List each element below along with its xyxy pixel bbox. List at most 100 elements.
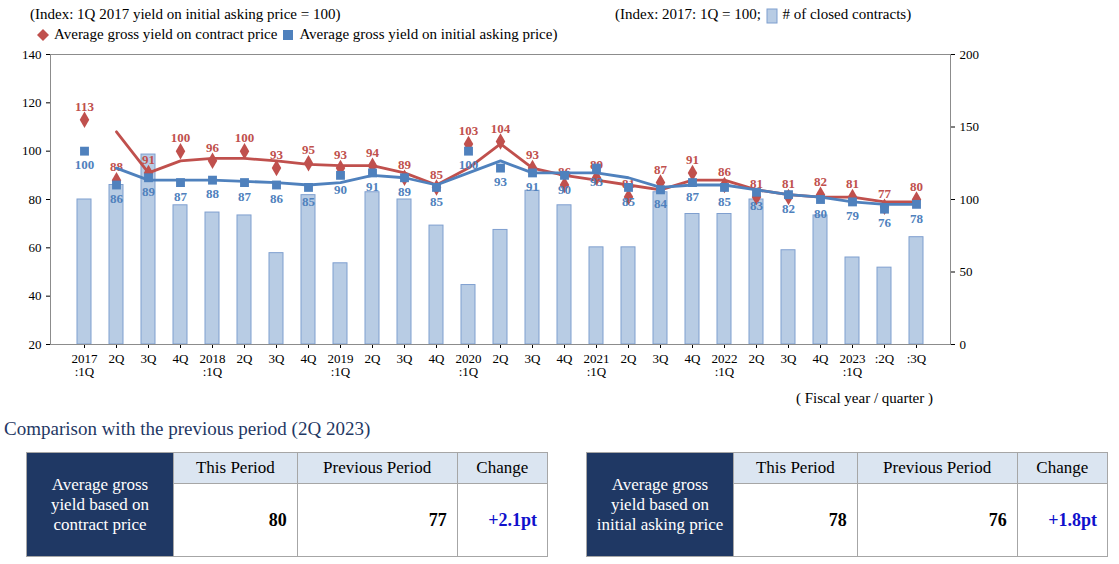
html-text:This Period: This Period: [195, 458, 275, 477]
html-text:Previous Period: Previous Period: [323, 458, 432, 477]
svg-text:20: 20: [29, 337, 42, 352]
svg-text:80: 80: [29, 192, 42, 207]
svg-text:2022:1Q: 2022:1Q: [712, 351, 738, 379]
svg-text:4Q: 4Q: [173, 351, 190, 366]
svg-text:4Q: 4Q: [557, 351, 574, 366]
svg-text:91: 91: [142, 152, 155, 167]
svg-text:95: 95: [302, 142, 316, 157]
svg-text:100: 100: [22, 143, 42, 158]
svg-text:140: 140: [22, 47, 42, 62]
svg-text:2018:1Q: 2018:1Q: [200, 351, 226, 379]
svg-text:2017:1Q: 2017:1Q: [72, 351, 99, 379]
svg-text:87: 87: [654, 162, 668, 177]
svg-text:86: 86: [110, 191, 124, 206]
svg-text:86: 86: [270, 191, 284, 206]
svg-text:2Q: 2Q: [493, 351, 510, 366]
svg-text:40: 40: [29, 288, 42, 303]
svg-text:87: 87: [686, 189, 700, 204]
svg-text:86: 86: [718, 164, 732, 179]
svg-text:96: 96: [206, 140, 220, 155]
svg-text:0: 0: [960, 337, 967, 352]
svg-text:3Q: 3Q: [653, 351, 670, 366]
svg-text:93: 93: [494, 174, 508, 189]
svg-text:87: 87: [174, 189, 188, 204]
svg-text:2023:1Q: 2023:1Q: [840, 351, 866, 379]
svg-text:2Q: 2Q: [621, 351, 638, 366]
svg-text:3Q: 3Q: [397, 351, 414, 366]
svg-text:81: 81: [782, 176, 795, 191]
svg-text:89: 89: [590, 157, 604, 172]
svg-text:83: 83: [750, 198, 764, 213]
svg-text:85: 85: [622, 194, 636, 209]
svg-text:120: 120: [22, 95, 42, 110]
svg-text:85: 85: [302, 194, 316, 209]
svg-text:4Q: 4Q: [685, 351, 702, 366]
html-text:77: 77: [428, 509, 447, 530]
svg-text:2019:1Q: 2019:1Q: [328, 351, 354, 379]
svg-text:76: 76: [878, 215, 892, 230]
html-text:Average gross yield based on c: Average gross yield based on contract pr…: [50, 474, 150, 534]
svg-text:80: 80: [910, 179, 923, 194]
svg-text:93: 93: [526, 147, 540, 162]
svg-text:2Q: 2Q: [109, 351, 126, 366]
svg-text:150: 150: [960, 119, 980, 134]
html-text:Comparison with the previous p: Comparison with the previous period (2Q …: [4, 418, 371, 439]
html-text:Average gross yield based on i: Average gross yield based on initial ask…: [596, 474, 724, 534]
svg-text:104: 104: [491, 121, 511, 136]
svg-text:91: 91: [366, 179, 379, 194]
svg-text::3Q: :3Q: [907, 351, 927, 366]
svg-text:79: 79: [846, 208, 860, 223]
svg-text:100: 100: [75, 157, 95, 172]
svg-text:3Q: 3Q: [525, 351, 542, 366]
svg-text:2020:1Q: 2020:1Q: [456, 351, 482, 379]
svg-text:89: 89: [398, 157, 412, 172]
svg-text:2Q: 2Q: [749, 351, 766, 366]
svg-text:4Q: 4Q: [813, 351, 830, 366]
html-text:+1.8pt: +1.8pt: [1048, 509, 1097, 530]
svg-text:3Q: 3Q: [141, 351, 158, 366]
svg-text:87: 87: [238, 189, 252, 204]
svg-text:113: 113: [75, 99, 94, 114]
svg-text:94: 94: [366, 145, 380, 160]
svg-text::2Q: :2Q: [875, 351, 895, 366]
svg-text:85: 85: [430, 167, 444, 182]
svg-text:77: 77: [878, 186, 892, 201]
html-text:This Period: This Period: [755, 458, 835, 477]
svg-text:82: 82: [814, 174, 827, 189]
html-text:+2.1pt: +2.1pt: [488, 509, 537, 530]
svg-text:91: 91: [686, 152, 699, 167]
svg-text:89: 89: [142, 184, 156, 199]
svg-text:89: 89: [398, 184, 412, 199]
svg-text:103: 103: [459, 123, 479, 138]
svg-text:93: 93: [334, 147, 348, 162]
svg-text:100: 100: [960, 192, 980, 207]
svg-text:2Q: 2Q: [237, 351, 254, 366]
html-text:80: 80: [268, 509, 287, 530]
svg-text:88: 88: [206, 186, 220, 201]
svg-text:90: 90: [558, 181, 571, 196]
svg-text:81: 81: [846, 176, 859, 191]
svg-text:2021:1Q: 2021:1Q: [584, 351, 610, 379]
svg-text:3Q: 3Q: [781, 351, 798, 366]
svg-text:50: 50: [960, 264, 973, 279]
svg-text:84: 84: [654, 196, 668, 211]
svg-text:91: 91: [526, 179, 539, 194]
html-text:Change: Change: [476, 458, 529, 477]
svg-text:200: 200: [960, 47, 980, 62]
svg-text:4Q: 4Q: [301, 351, 318, 366]
svg-text:100: 100: [235, 130, 255, 145]
svg-text:93: 93: [590, 174, 604, 189]
svg-text:60: 60: [29, 240, 42, 255]
svg-text:78: 78: [910, 210, 924, 225]
svg-text:85: 85: [430, 194, 444, 209]
svg-text:4Q: 4Q: [429, 351, 446, 366]
svg-text:82: 82: [782, 201, 795, 216]
svg-text:93: 93: [270, 147, 284, 162]
svg-text:80: 80: [814, 206, 827, 221]
svg-text:100: 100: [459, 157, 479, 172]
svg-text:90: 90: [334, 181, 347, 196]
svg-text:100: 100: [171, 130, 191, 145]
svg-text:2Q: 2Q: [365, 351, 382, 366]
svg-text:85: 85: [718, 194, 732, 209]
svg-text:3Q: 3Q: [269, 351, 286, 366]
